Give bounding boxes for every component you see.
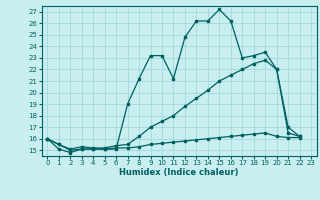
X-axis label: Humidex (Indice chaleur): Humidex (Indice chaleur) — [119, 168, 239, 177]
